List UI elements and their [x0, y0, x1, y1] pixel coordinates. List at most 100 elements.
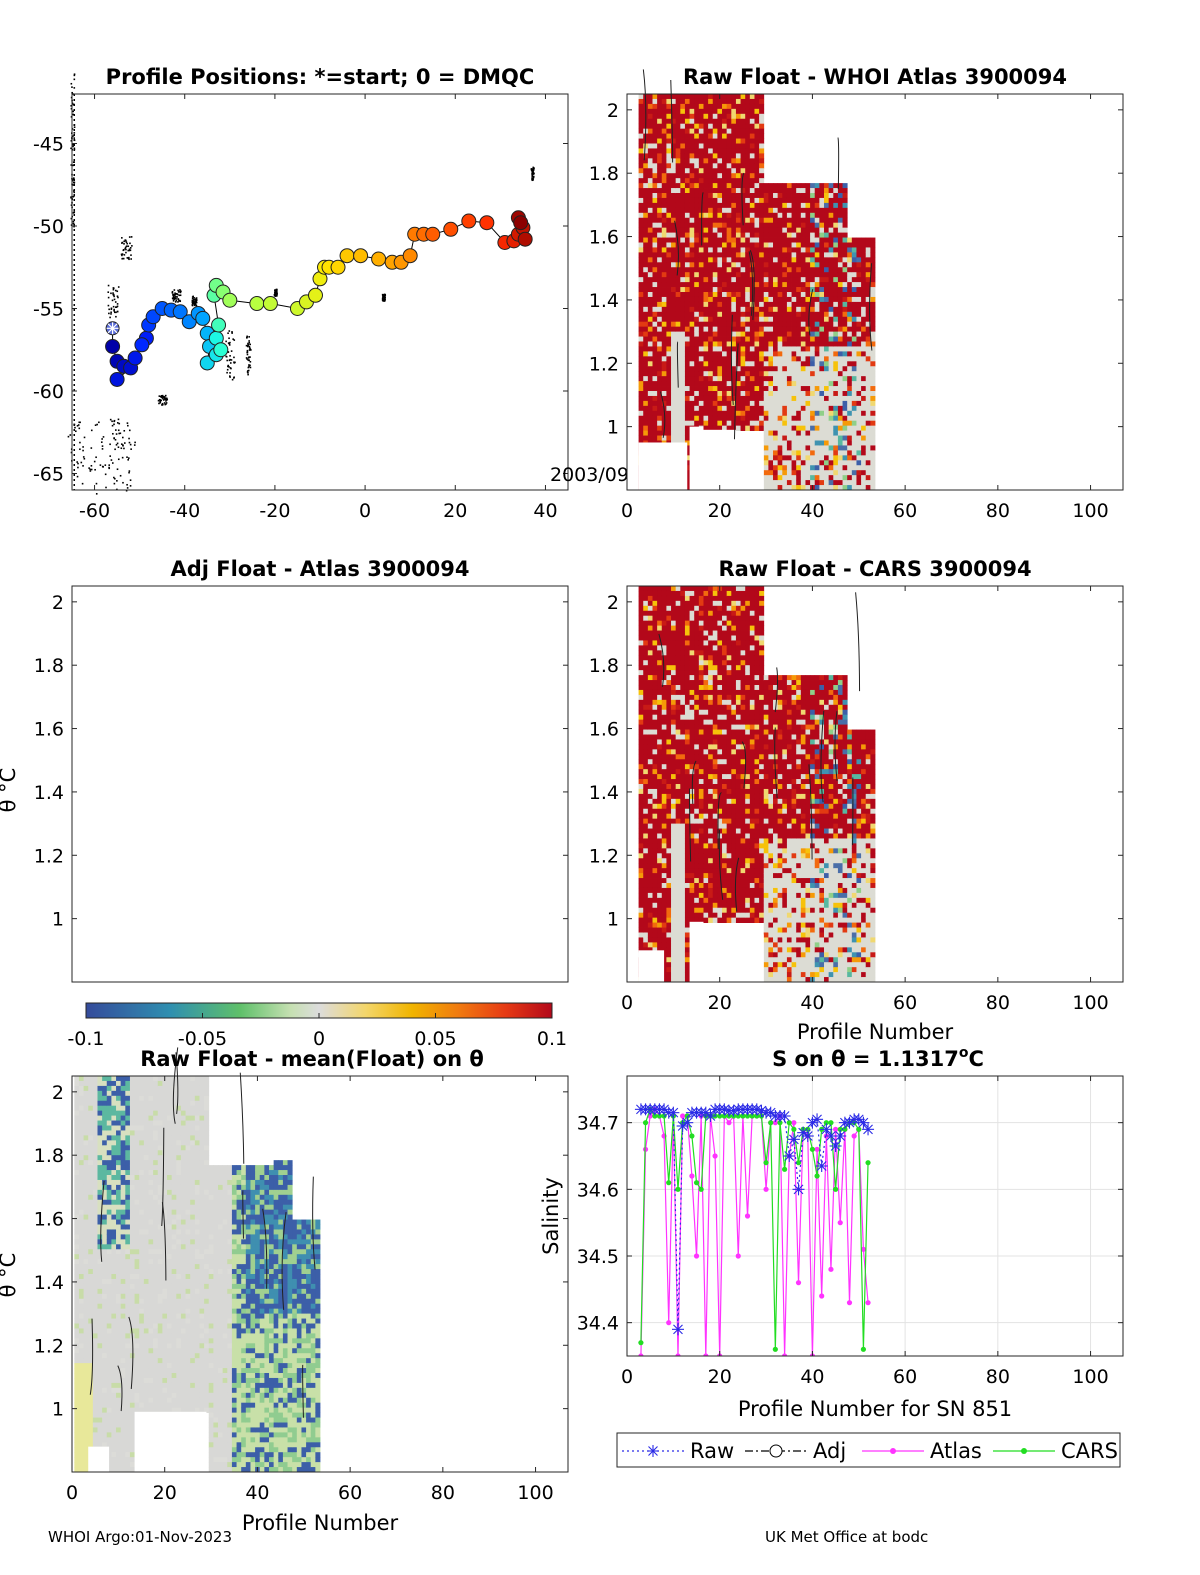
heat-cell [717, 237, 723, 243]
heat-cell [684, 475, 690, 481]
heat-cell [638, 183, 644, 189]
coast-point [227, 364, 230, 367]
heat-cell [722, 346, 728, 352]
heat-cell [661, 670, 667, 676]
heat-cell [782, 237, 788, 243]
heat-cell [763, 193, 769, 199]
heat-cell [796, 301, 802, 308]
heat-cell [680, 838, 686, 844]
heat-cell [786, 445, 792, 451]
heat-cell [675, 734, 681, 740]
coast-point [73, 225, 75, 228]
coast-point [246, 335, 248, 338]
heat-cell [708, 207, 714, 214]
heat-cell [749, 202, 755, 209]
heat-cell [740, 361, 746, 367]
heat-cell [800, 450, 806, 456]
heat-cell [847, 465, 853, 471]
heat-cell [791, 282, 797, 288]
heat-cell [828, 227, 834, 233]
heat-cell [819, 237, 825, 243]
heat-cell [703, 292, 709, 298]
heat-cell [735, 336, 741, 342]
heat-cell [666, 207, 672, 214]
heat-cell [684, 445, 690, 451]
heat-cell [735, 415, 741, 422]
heat-cell [796, 212, 802, 219]
heat-cell [768, 460, 774, 466]
heat-cell [717, 197, 723, 204]
heat-cell [810, 193, 816, 199]
heat-cell [842, 381, 848, 387]
heat-cell [708, 237, 714, 243]
heat-cell [643, 660, 649, 666]
heat-cell [708, 405, 714, 412]
heat-cell [638, 435, 644, 441]
heat-cell [638, 625, 644, 631]
heat-cell [647, 853, 653, 859]
heat-cell [847, 475, 853, 481]
heat-cell [745, 143, 751, 149]
heat-cell [740, 277, 746, 283]
coast-point [225, 340, 227, 343]
heat-cell [722, 113, 728, 120]
contour-line [748, 251, 754, 316]
heat-cell [796, 440, 802, 446]
heat-cell [666, 803, 672, 810]
heat-cell [684, 227, 690, 233]
heat-cell [638, 98, 644, 105]
heat-cell [671, 277, 677, 283]
heat-cell [791, 371, 797, 377]
heat-cell [786, 435, 792, 441]
heat-cell [833, 227, 839, 233]
contour-line [733, 343, 739, 440]
heat-cell [824, 400, 830, 407]
heat-cell [842, 193, 848, 199]
heat-cell [657, 734, 663, 740]
heat-cell [754, 163, 760, 169]
heat-cell [643, 217, 649, 224]
heat-cell [805, 331, 811, 337]
coast-point [193, 297, 195, 299]
heat-cell [814, 331, 820, 337]
heat-cell [800, 415, 806, 422]
coast-point [122, 444, 124, 446]
heat-cell [749, 148, 755, 154]
heat-cell [684, 257, 690, 263]
heat-cell [708, 282, 714, 288]
heat-cell [643, 425, 649, 431]
heat-cell [847, 386, 853, 392]
y-tick-label: 1.4 [589, 290, 619, 312]
heat-cell [703, 193, 709, 199]
heat-cell [666, 729, 672, 735]
heat-cell [638, 605, 644, 612]
heat-cell [735, 326, 741, 332]
heat-cell [791, 455, 797, 461]
heat-cell [777, 197, 783, 204]
heat-cell [666, 709, 672, 716]
coast-point [126, 422, 129, 424]
heat-cell [726, 331, 732, 337]
heat-cell [833, 207, 839, 214]
heat-cell [851, 336, 857, 342]
heat-cell [814, 212, 820, 219]
heat-cell [819, 381, 825, 387]
heat-cell [786, 351, 792, 357]
heat-cell [666, 917, 672, 923]
heat-cell [684, 675, 690, 681]
heat-cell [671, 714, 677, 721]
heat-cell [777, 415, 783, 422]
heat-cell [828, 415, 834, 422]
heat-cell [856, 282, 862, 288]
heat-cell [786, 247, 792, 253]
heat-cell [671, 391, 677, 397]
heat-cell [782, 326, 788, 332]
contour-line [642, 69, 647, 161]
heat-cell [666, 947, 672, 953]
coast-point [227, 332, 229, 334]
heat-cell [819, 386, 825, 392]
heat-cell [749, 247, 755, 253]
heat-cell [865, 356, 871, 362]
heat-cell [782, 188, 788, 194]
heat-cell [786, 316, 792, 323]
